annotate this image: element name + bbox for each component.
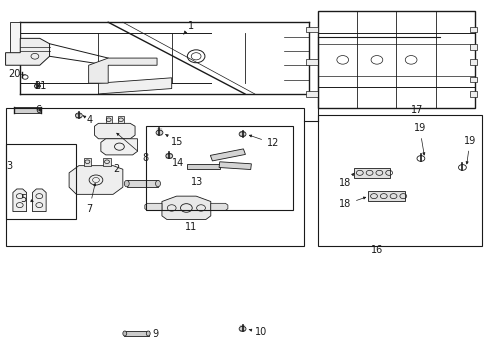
Text: 12: 12 — [249, 135, 279, 148]
Text: 18: 18 — [339, 173, 354, 188]
Polygon shape — [145, 203, 162, 211]
Bar — [354, 168, 391, 178]
Text: 20: 20 — [8, 69, 21, 79]
Bar — [103, 158, 111, 166]
Text: 15: 15 — [166, 134, 183, 147]
Text: 19: 19 — [464, 136, 476, 164]
Bar — [210, 149, 245, 161]
Polygon shape — [13, 189, 26, 212]
Bar — [147, 126, 293, 211]
Ellipse shape — [123, 331, 127, 336]
Text: 7: 7 — [86, 184, 96, 214]
Ellipse shape — [124, 180, 129, 187]
Text: 3: 3 — [6, 161, 13, 171]
Polygon shape — [10, 22, 20, 53]
Bar — [470, 27, 477, 32]
Bar — [126, 180, 158, 187]
Text: 14: 14 — [172, 158, 184, 168]
Bar — [470, 77, 477, 82]
Polygon shape — [162, 196, 211, 220]
Text: 2: 2 — [113, 164, 120, 174]
Bar — [5, 108, 304, 246]
Bar — [219, 162, 251, 170]
Bar — [470, 91, 477, 97]
Polygon shape — [98, 78, 172, 94]
Text: 17: 17 — [411, 105, 423, 115]
Text: 8: 8 — [117, 133, 148, 163]
Text: 1: 1 — [184, 21, 195, 34]
Bar — [306, 91, 318, 97]
Bar — [187, 164, 220, 169]
Text: 19: 19 — [414, 123, 426, 155]
Text: 11: 11 — [185, 222, 197, 231]
Ellipse shape — [147, 331, 150, 336]
Bar — [5, 144, 76, 220]
Bar — [84, 158, 91, 166]
Polygon shape — [95, 123, 135, 139]
Text: 9: 9 — [152, 329, 158, 339]
Text: 18: 18 — [339, 197, 366, 210]
Polygon shape — [69, 166, 123, 194]
Bar — [306, 59, 318, 64]
Bar — [368, 191, 405, 201]
Polygon shape — [101, 139, 138, 155]
Polygon shape — [89, 58, 157, 83]
Ellipse shape — [156, 180, 160, 187]
Polygon shape — [32, 189, 46, 212]
Bar — [118, 116, 124, 123]
Bar — [470, 44, 477, 50]
Text: 5: 5 — [20, 194, 33, 204]
Text: 6: 6 — [36, 105, 42, 115]
Text: 13: 13 — [191, 177, 203, 187]
Polygon shape — [211, 203, 228, 211]
Bar — [124, 331, 149, 336]
Bar — [306, 27, 318, 32]
Bar — [106, 116, 112, 123]
Text: 16: 16 — [371, 245, 383, 255]
Bar — [14, 107, 41, 113]
Text: 10: 10 — [249, 327, 267, 337]
Bar — [318, 116, 482, 246]
Text: 21: 21 — [34, 81, 46, 91]
Bar — [470, 59, 477, 64]
Polygon shape — [5, 39, 49, 65]
Text: 4: 4 — [83, 115, 92, 125]
